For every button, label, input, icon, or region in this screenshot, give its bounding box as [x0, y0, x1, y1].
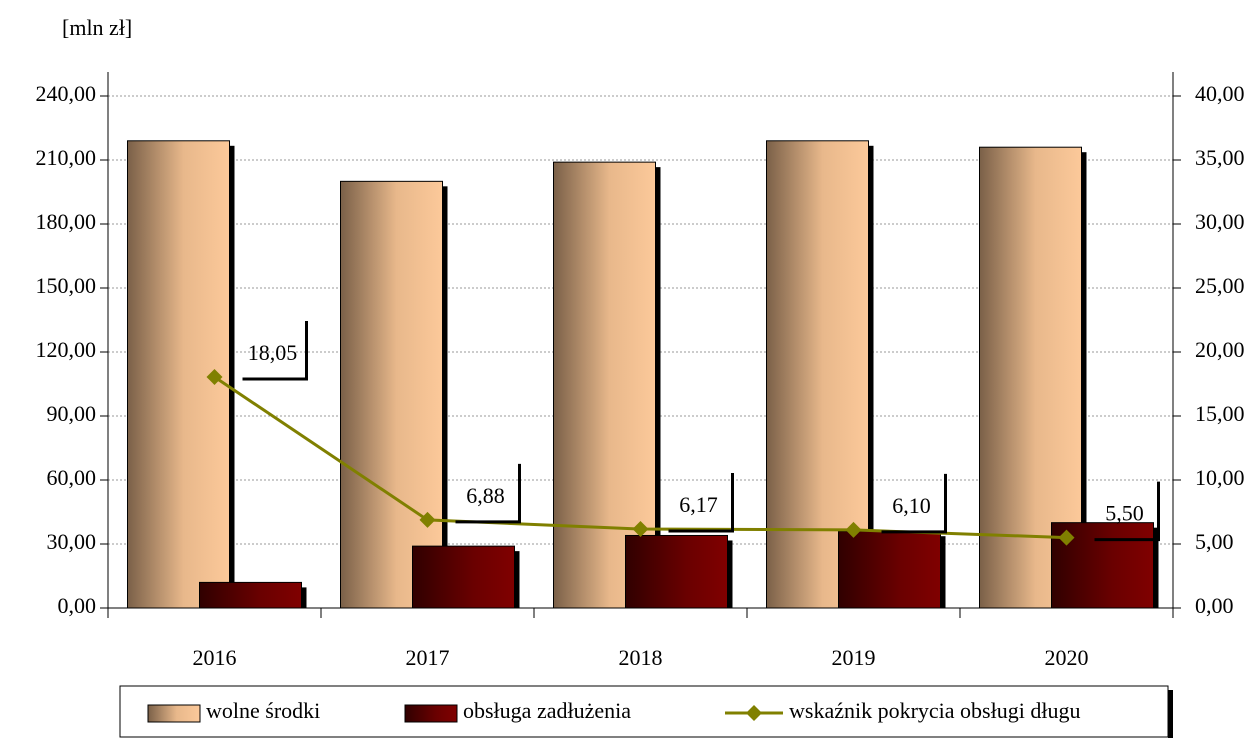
bar-shadow — [514, 551, 520, 608]
bar — [625, 534, 728, 609]
data-label-bracket — [242, 320, 308, 381]
line-marker — [206, 368, 223, 385]
x-tick-label: 2017 — [406, 645, 450, 670]
legend-swatch — [746, 705, 762, 721]
legend-label: obsługa zadłużenia — [463, 698, 631, 723]
y-tick-label: 0,00 — [58, 593, 97, 618]
x-tick-label: 2018 — [619, 645, 663, 670]
y-tick-label: 150,00 — [36, 273, 97, 298]
data-label-bracket — [668, 473, 734, 533]
data-label: 5,50 — [1105, 501, 1144, 526]
line-marker — [845, 521, 862, 538]
y2-tick-label: 30,00 — [1195, 209, 1245, 234]
bar-shadow — [1081, 152, 1087, 608]
legend-swatch — [147, 704, 201, 723]
y-tick-label: 120,00 — [36, 337, 97, 362]
bar — [340, 180, 443, 609]
y2-tick-label: 35,00 — [1195, 145, 1245, 170]
bar — [199, 581, 302, 609]
y2-tick-label: 25,00 — [1195, 273, 1245, 298]
bar-shadow — [1153, 527, 1159, 608]
legend-shadow — [1168, 690, 1173, 738]
line-marker — [419, 511, 436, 528]
data-label-bracket — [455, 463, 521, 524]
bar-shadow — [727, 540, 733, 608]
y2-tick-label: 40,00 — [1195, 81, 1245, 106]
y-axis-title: [mln zł] — [62, 15, 132, 40]
y-tick-label: 60,00 — [47, 465, 97, 490]
bar — [838, 530, 941, 609]
bar-shadow — [229, 145, 235, 609]
y2-tick-label: 5,00 — [1195, 529, 1234, 554]
y-tick-label: 240,00 — [36, 81, 97, 106]
y-tick-label: 180,00 — [36, 209, 97, 234]
data-label: 6,88 — [466, 483, 505, 508]
y2-tick-label: 15,00 — [1195, 401, 1245, 426]
x-tick-label: 2020 — [1045, 645, 1089, 670]
data-label: 6,17 — [679, 492, 718, 517]
bar — [412, 545, 515, 609]
data-label: 18,05 — [248, 340, 298, 365]
x-tick-label: 2016 — [193, 645, 237, 670]
bar-shadow — [655, 167, 661, 608]
y-tick-label: 90,00 — [47, 401, 97, 426]
legend-label: wskaźnik pokrycia obsługi długu — [789, 698, 1080, 723]
bar-shadow — [442, 186, 448, 609]
legend-label: wolne środki — [206, 698, 320, 723]
legend — [119, 685, 1169, 738]
y2-tick-label: 10,00 — [1195, 465, 1245, 490]
bar-shadow — [301, 587, 307, 608]
bar-shadow — [868, 145, 874, 609]
legend-swatch — [404, 704, 458, 723]
data-label-bracket — [1094, 481, 1160, 542]
bar-shadow — [940, 536, 946, 608]
y-tick-label: 30,00 — [47, 529, 97, 554]
data-label-bracket — [881, 473, 947, 534]
line-marker — [632, 521, 649, 538]
data-label: 6,10 — [892, 493, 931, 518]
y-tick-label: 210,00 — [36, 145, 97, 170]
y2-tick-label: 0,00 — [1195, 593, 1234, 618]
x-tick-label: 2019 — [832, 645, 876, 670]
line-marker — [1058, 529, 1075, 546]
y2-tick-label: 20,00 — [1195, 337, 1245, 362]
